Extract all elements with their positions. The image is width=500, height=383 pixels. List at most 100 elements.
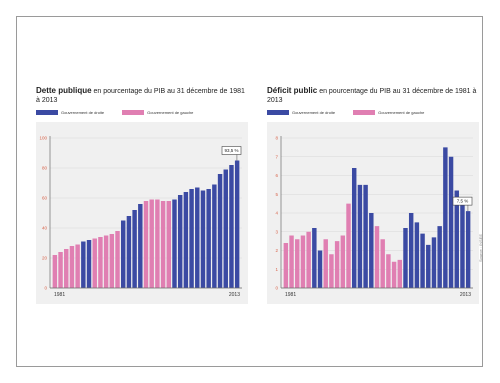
bar <box>306 231 311 288</box>
bar <box>64 249 69 288</box>
y-tick-label: 1 <box>275 267 278 272</box>
y-tick-label: 40 <box>42 226 48 231</box>
y-tick-label: 2 <box>275 248 278 253</box>
callout-label: 7,5 % <box>457 199 469 204</box>
y-tick-label: 4 <box>275 211 278 216</box>
legend-item-gauche: Gouvernement de gauche <box>353 109 425 115</box>
x-tick-label: 1981 <box>285 292 296 298</box>
bar <box>289 235 294 288</box>
bar <box>103 235 109 288</box>
y-tick-label: 7 <box>275 154 278 159</box>
bar <box>212 184 217 288</box>
chart-title: Dette publique <box>36 86 92 95</box>
bar <box>414 222 420 288</box>
y-tick-label: 8 <box>275 136 278 141</box>
bar <box>92 238 97 288</box>
bar <box>351 168 357 288</box>
chart-svg-dette: 0 20 40 60 80 100 1981 2013 93,5 % <box>39 136 242 298</box>
bar <box>86 240 92 288</box>
bar <box>58 252 63 288</box>
bar <box>149 199 154 288</box>
source-note: Source : INSEE <box>478 233 483 262</box>
bar <box>177 195 183 288</box>
legend-item-droite: Gouvernement de droite <box>267 109 336 115</box>
legend-swatch-gauche <box>122 109 145 115</box>
bar <box>166 201 172 288</box>
bar <box>454 190 459 288</box>
bar <box>229 165 234 288</box>
bar <box>172 199 177 288</box>
chart-subtitle: en pourcentage du PIB au 31 décembre de … <box>267 88 477 104</box>
legend-item-gauche: Gouvernement de gauche <box>122 109 194 115</box>
y-tick-label: 0 <box>275 286 278 291</box>
callout-box <box>221 146 242 155</box>
bar <box>448 156 454 288</box>
bar <box>183 192 189 288</box>
bar <box>195 187 200 288</box>
callout-box <box>452 196 473 206</box>
bar <box>374 226 380 288</box>
chart-area-deficit: 0 1 2 3 4 5 6 7 8 1981 2013 7,5 % <box>267 122 479 304</box>
bar <box>120 220 126 288</box>
bar <box>223 169 228 288</box>
y-tick-label: 60 <box>42 196 48 201</box>
bar <box>460 198 465 288</box>
bar <box>323 239 328 288</box>
x-tick-label: 2013 <box>460 292 471 298</box>
bar <box>52 255 58 288</box>
bar <box>391 261 397 288</box>
chart-title-block: Dette publique en pourcentage du PIB au … <box>36 86 248 105</box>
bar <box>200 190 206 288</box>
bar <box>380 239 385 288</box>
bar <box>334 241 340 288</box>
legend-label-droite: Gouvernement de droite <box>292 109 336 115</box>
y-tick-label: 80 <box>42 166 48 171</box>
chart-subtitle: en pourcentage du PIB au 31 décembre de … <box>36 88 245 104</box>
bar <box>109 234 115 288</box>
bar <box>189 189 194 288</box>
bar <box>403 228 408 288</box>
legend-label-gauche: Gouvernement de gauche <box>378 109 425 115</box>
bar <box>340 235 346 288</box>
bar <box>443 147 448 288</box>
chart-title-block: Déficit public en pourcentage du PIB au … <box>267 86 479 105</box>
bar <box>357 184 363 288</box>
bar <box>329 254 334 288</box>
y-tick-label: 20 <box>42 256 48 261</box>
bar <box>234 160 240 288</box>
bar <box>386 254 391 288</box>
bar <box>431 237 437 288</box>
bar <box>132 210 137 288</box>
bar <box>81 241 86 288</box>
legend-swatch-gauche <box>353 109 376 115</box>
legend-label-gauche: Gouvernement de gauche <box>147 109 194 115</box>
x-tick-label: 2013 <box>229 292 240 298</box>
bar <box>206 189 211 288</box>
bar <box>420 233 425 288</box>
x-tick-label: 1981 <box>54 292 65 298</box>
chart-legend: Gouvernement de droite Gouvernement de g… <box>36 108 248 116</box>
callout-label: 93,5 % <box>224 148 238 153</box>
bar <box>312 228 317 288</box>
y-tick-label: 0 <box>44 286 47 291</box>
bar <box>160 201 166 288</box>
bar <box>363 184 368 288</box>
legend-swatch-droite <box>36 109 58 115</box>
chart-legend: Gouvernement de droite Gouvernement de g… <box>267 108 479 116</box>
bar <box>143 201 149 288</box>
bar <box>155 199 160 288</box>
bar <box>217 174 223 288</box>
bar <box>346 203 351 288</box>
chart-panel-deficit: Déficit public en pourcentage du PIB au … <box>267 86 479 304</box>
y-tick-label: 3 <box>275 229 278 234</box>
chart-panel-dette: Dette publique en pourcentage du PIB au … <box>36 86 248 304</box>
bar <box>295 239 300 288</box>
y-tick-label: 5 <box>275 192 278 197</box>
y-tick-label: 6 <box>275 173 278 178</box>
bar <box>408 213 414 288</box>
legend-swatch-droite <box>267 109 289 115</box>
chart-area-dette: 0 20 40 60 80 100 1981 2013 93,5 % <box>36 122 248 304</box>
bar <box>317 250 323 288</box>
bar <box>465 211 471 288</box>
